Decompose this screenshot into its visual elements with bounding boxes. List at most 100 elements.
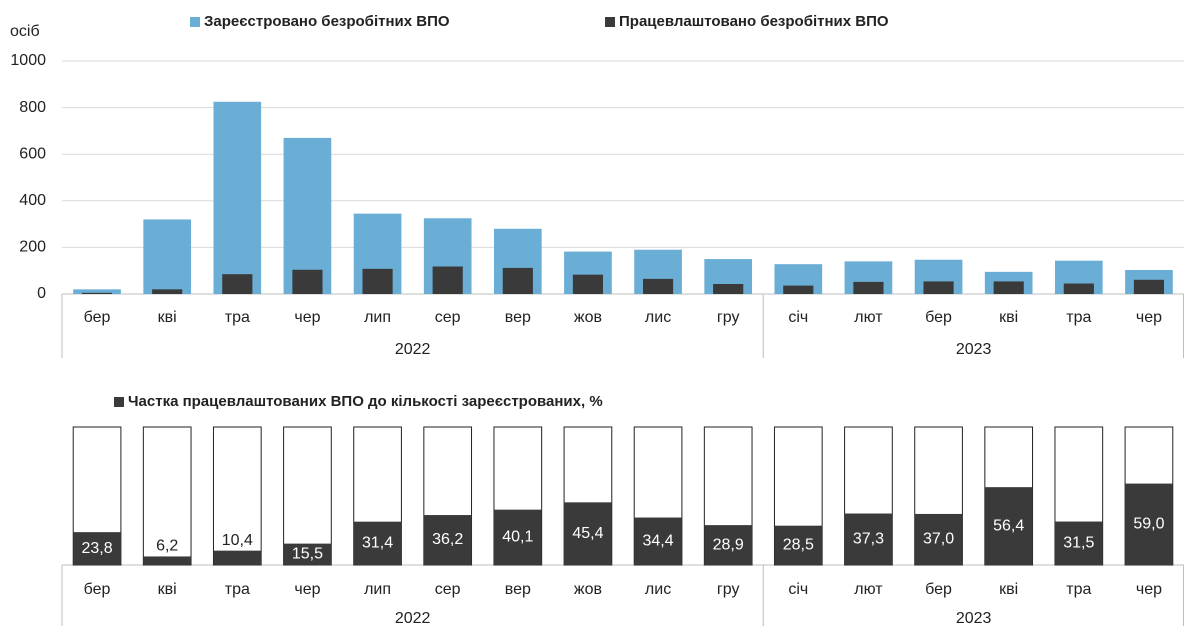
bar xyxy=(704,525,753,565)
data-label: 10,4 xyxy=(222,532,253,549)
data-label: 59,0 xyxy=(1133,516,1164,533)
bar xyxy=(283,137,332,294)
y-axis-label: осіб xyxy=(10,23,40,40)
data-label: 37,3 xyxy=(853,530,884,547)
x-tick-label: лют xyxy=(854,309,883,326)
y-tick-label: 800 xyxy=(19,99,46,116)
x-tick-label: січ xyxy=(788,309,808,326)
x-tick-label: вер xyxy=(505,581,531,598)
x-tick-label: бер xyxy=(84,309,111,326)
bar xyxy=(774,525,823,565)
data-label: 28,9 xyxy=(713,536,744,553)
bar xyxy=(283,543,332,565)
x-tick-label: лис xyxy=(645,309,671,326)
legend-label: Працевлаштовано безробітних ВПО xyxy=(619,13,889,30)
bar-frame xyxy=(283,426,332,566)
bar xyxy=(213,101,262,295)
bar xyxy=(292,269,323,294)
group-label: 2023 xyxy=(956,341,992,358)
x-tick-label: жов xyxy=(574,581,602,598)
bar xyxy=(81,292,113,294)
x-tick-label: чер xyxy=(1136,309,1162,326)
bar xyxy=(73,289,121,294)
data-label: 34,4 xyxy=(642,532,673,549)
bar xyxy=(1125,483,1173,565)
legend-swatch xyxy=(605,17,615,27)
data-label: 23,8 xyxy=(81,540,112,557)
bar xyxy=(73,532,121,565)
bar xyxy=(923,281,954,294)
y-tick-label: 1000 xyxy=(10,52,46,69)
data-label: 31,4 xyxy=(362,535,393,552)
data-label: 36,2 xyxy=(432,531,463,548)
bar xyxy=(362,268,393,294)
x-tick-label: кві xyxy=(999,581,1018,598)
bar xyxy=(143,219,192,294)
x-tick-label: гру xyxy=(717,309,740,326)
bar xyxy=(914,513,963,565)
bar xyxy=(432,266,463,294)
x-tick-label: лип xyxy=(364,581,391,598)
legend-swatch xyxy=(190,17,200,27)
x-tick-label: чер xyxy=(1136,581,1162,598)
bar xyxy=(1063,283,1094,294)
y-tick-label: 200 xyxy=(19,239,46,256)
x-tick-label: кві xyxy=(999,309,1018,326)
bar xyxy=(984,487,1033,565)
bar xyxy=(853,281,884,294)
y-tick-label: 400 xyxy=(19,192,46,209)
legend-label: Частка працевлаштованих ВПО до кількості… xyxy=(128,393,603,410)
x-tick-label: жов xyxy=(574,309,602,326)
x-tick-label: сер xyxy=(435,309,461,326)
x-tick-label: чер xyxy=(294,581,320,598)
data-label: 31,5 xyxy=(1063,534,1094,551)
data-label: 45,4 xyxy=(572,525,603,542)
bar xyxy=(713,283,744,294)
x-tick-label: тра xyxy=(1066,581,1091,598)
x-tick-label: чер xyxy=(294,309,320,326)
bar xyxy=(844,513,893,565)
bar xyxy=(642,278,674,294)
bar xyxy=(634,517,682,565)
bar xyxy=(993,281,1024,294)
bar-frame xyxy=(142,426,192,566)
bar xyxy=(213,550,262,565)
bar xyxy=(143,556,192,565)
x-tick-label: кві xyxy=(158,581,177,598)
y-tick-label: 600 xyxy=(19,145,46,162)
x-tick-label: тра xyxy=(225,581,250,598)
legend-swatch xyxy=(114,397,124,407)
x-tick-label: лис xyxy=(645,581,671,598)
bar xyxy=(222,274,253,294)
data-label: 28,5 xyxy=(783,537,814,554)
group-label: 2023 xyxy=(956,610,992,626)
x-tick-label: тра xyxy=(225,309,250,326)
bar xyxy=(1054,521,1103,565)
x-tick-label: січ xyxy=(788,581,808,598)
x-tick-label: бер xyxy=(925,309,952,326)
bar xyxy=(423,515,472,565)
bar xyxy=(152,289,183,294)
bar xyxy=(502,267,533,294)
bar xyxy=(783,285,814,294)
data-label: 6,2 xyxy=(156,538,178,555)
data-label: 56,4 xyxy=(993,517,1024,534)
bar xyxy=(1133,279,1165,294)
legend-label: Зареєстровано безробітних ВПО xyxy=(204,13,450,30)
bar xyxy=(564,502,612,565)
group-label: 2022 xyxy=(395,610,431,626)
x-tick-label: лют xyxy=(854,581,883,598)
group-label: 2022 xyxy=(395,341,431,358)
x-tick-label: бер xyxy=(84,581,111,598)
x-tick-label: лип xyxy=(364,309,391,326)
data-label: 15,5 xyxy=(292,546,323,563)
x-tick-label: кві xyxy=(158,309,177,326)
x-tick-label: бер xyxy=(925,581,952,598)
data-label: 37,0 xyxy=(923,531,954,548)
x-tick-label: вер xyxy=(505,309,531,326)
bar xyxy=(493,509,542,565)
bar xyxy=(572,274,604,294)
x-tick-label: тра xyxy=(1066,309,1091,326)
x-tick-label: гру xyxy=(717,581,740,598)
